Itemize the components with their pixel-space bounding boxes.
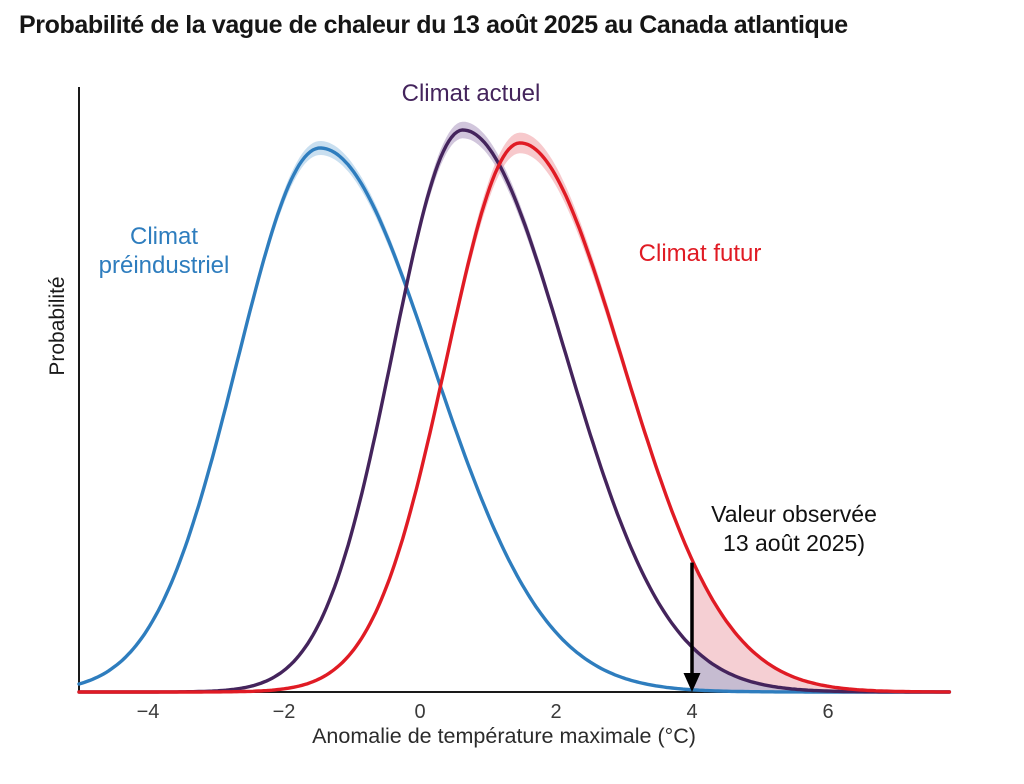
annotation-line-1: Valeur observée: [711, 501, 877, 527]
confidence-band-2: [79, 132, 950, 694]
curve-2: [77, 141, 952, 694]
exceedance-area-actuel: [692, 647, 951, 692]
x-tick-label: 4: [686, 701, 698, 723]
observed-arrow-head: [683, 673, 701, 692]
x-tick-label: 6: [822, 701, 834, 723]
x-tick-label: 0: [414, 701, 426, 723]
observed-value-annotation: Valeur observée 13 août 2025): [711, 500, 877, 558]
x-tick-label: 2: [550, 701, 562, 723]
series-label-climat-futur: Climat futur: [638, 240, 762, 267]
axes: [78, 87, 950, 693]
series-label-climat-preindustriel: Climat préindustriel: [98, 223, 230, 279]
series-label-climat-actuel: Climat actuel: [401, 80, 541, 107]
confidence-band-1: [79, 121, 950, 693]
x-tick-label: −2: [272, 701, 296, 723]
curve-0: [77, 146, 952, 694]
annotation-line-2: 13 août 2025): [723, 530, 865, 556]
exceedance-area-futur: [692, 559, 951, 692]
curve-1: [77, 128, 952, 694]
chart-title: Probabilité de la vague de chaleur du 13…: [19, 11, 848, 39]
x-axis-label: Anomalie de température maximale (°C): [312, 724, 696, 748]
y-axis-label: Probabilité: [46, 276, 69, 376]
x-tick-label: −4: [136, 701, 160, 723]
